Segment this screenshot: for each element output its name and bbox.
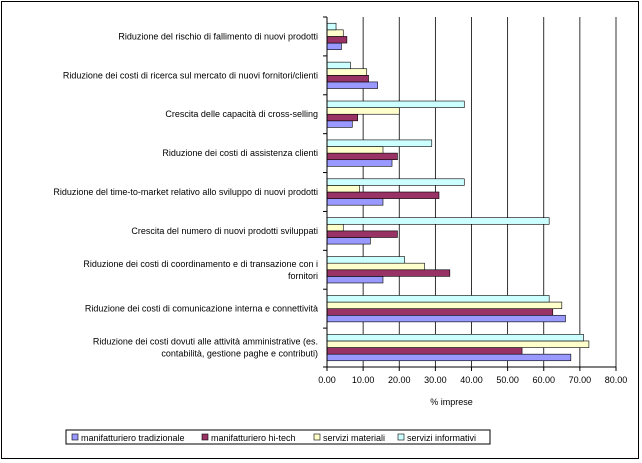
category-label: Riduzione del rischio di fallimento di n… [118,31,318,41]
bar [326,295,550,303]
bar [326,269,451,277]
bar [326,159,393,167]
bar [326,120,353,128]
category-label: fornitori [288,271,318,281]
bar [326,237,371,245]
legend-entry: manifatturiero tradizionale [81,433,185,443]
bar-chart: Riduzione del rischio di fallimento di n… [53,16,628,445]
x-tick-label: 40.00 [460,375,483,385]
legend-entry: servizi informativi [407,433,476,443]
x-tick-label: 0.00 [318,375,336,385]
bar [326,75,369,83]
category-label: Riduzione dei costi dovuti alle attività… [93,337,318,347]
x-tick-label: 30.00 [424,375,447,385]
bar [326,146,384,154]
bar [326,61,351,70]
x-tick-label: 10.00 [352,375,375,385]
legend-swatch [397,433,405,441]
legend-box [65,429,491,445]
legend-swatch [313,433,321,441]
x-tick-label: 60.00 [532,375,555,385]
bar [326,100,465,108]
legend-swatch [201,433,209,441]
bar [326,139,433,147]
bar [326,276,384,284]
legend-swatch [71,433,79,441]
category-label: Riduzione dei costi di assistenza client… [162,148,318,158]
legend-entry: manifatturiero hi-tech [211,433,296,443]
bar [326,178,465,186]
category-label: Crescita del numero di nuovi prodotti sv… [131,226,318,236]
bar [326,81,378,89]
category-label: Riduzione dei costi di ricerca sul merca… [63,70,318,80]
bar [326,230,398,238]
bar [326,29,344,37]
category-label: Riduzione del time-to-market relativo al… [53,187,318,197]
x-tick-label: 20.00 [388,375,411,385]
category-label: Crescita delle capacità di cross-selling [165,109,318,119]
bar [326,185,360,193]
bar [326,198,384,206]
legend: manifatturiero tradizionale manifatturier… [65,429,491,445]
bar [326,262,425,271]
bar [326,347,523,355]
x-axis-label: % imprese [430,397,473,407]
bar [326,113,359,122]
x-tick-label: 70.00 [569,375,592,385]
x-tick-label: 80.00 [605,375,628,385]
bar [326,42,342,50]
bar [326,334,584,342]
bar [326,22,337,31]
bar [326,68,368,76]
legend-entry: servizi materiali [323,433,385,443]
bar [326,191,440,199]
bar [326,340,590,348]
bar [326,314,566,323]
bar [326,107,400,115]
bar [326,223,344,232]
bar [326,353,572,362]
bar [326,256,405,264]
category-label: Riduzione dei costi di coordinamento e d… [83,259,318,269]
bar [326,308,554,316]
bar [326,152,398,161]
bar [326,301,563,309]
x-tick-label: 50.00 [496,375,519,385]
bar [326,217,550,225]
category-label: contabilità, gestione paghe e contributi… [161,349,318,359]
category-label: Riduzione dei costi di comunicazione int… [85,304,318,314]
bar [326,36,348,44]
